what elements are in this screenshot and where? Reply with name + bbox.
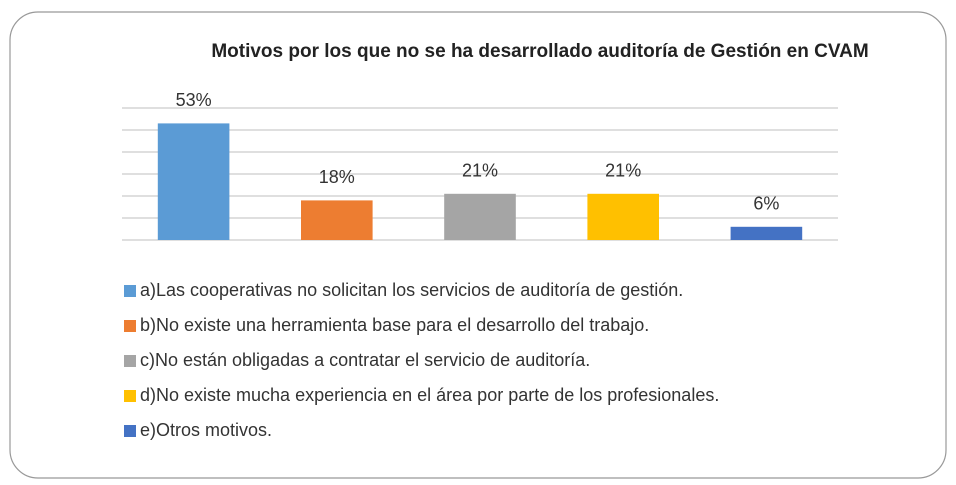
frame — [9, 11, 947, 479]
legend-swatch — [124, 355, 136, 367]
data-label: 21% — [605, 161, 641, 181]
data-label: 53% — [176, 90, 212, 110]
legend-swatch — [124, 285, 136, 297]
data-label: 18% — [319, 167, 355, 187]
legend-label: a)Las cooperativas no solicitan los serv… — [140, 280, 683, 300]
data-label: 21% — [462, 161, 498, 181]
chart-title: Motivos por los que no se ha desarrollad… — [211, 41, 869, 62]
bar — [444, 193, 516, 240]
legend-label: c)No están obligadas a contratar el serv… — [140, 350, 590, 370]
bar — [730, 226, 803, 240]
legend-label: e)Otros motivos. — [140, 420, 272, 440]
data-label: 6% — [753, 194, 779, 214]
legend-swatch — [124, 425, 136, 437]
bar — [157, 123, 230, 240]
legend-swatch — [124, 320, 136, 332]
legend-label: d)No existe mucha experiencia en el área… — [140, 385, 719, 405]
legend-label: b)No existe una herramienta base para el… — [140, 315, 649, 335]
bar — [587, 193, 659, 240]
legend-swatch — [124, 390, 136, 402]
bar — [301, 200, 373, 240]
